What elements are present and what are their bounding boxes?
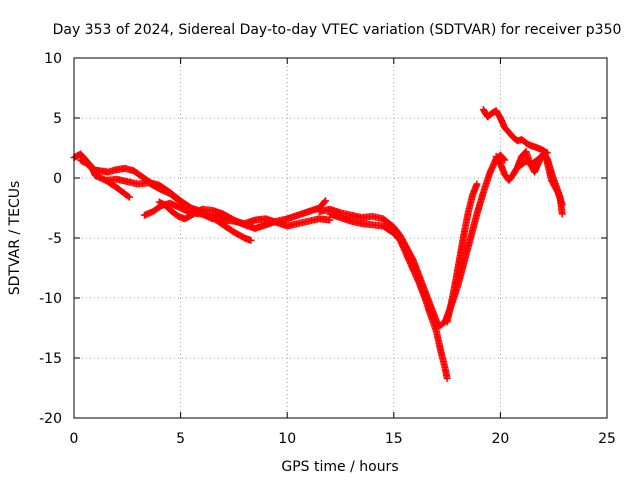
x-tick-label: 10 — [278, 431, 296, 447]
data-point-marker — [124, 192, 132, 200]
x-tick-label: 20 — [491, 431, 509, 447]
data-point-marker — [501, 156, 509, 164]
data-point-marker — [473, 180, 481, 188]
grid-lines — [74, 58, 607, 418]
y-tick-label: 0 — [53, 171, 62, 187]
data-point-marker — [443, 374, 451, 382]
y-tick-label: -5 — [48, 231, 62, 247]
data-point-marker — [326, 216, 334, 224]
y-axis-label: SDTVAR / TECUs — [7, 181, 23, 296]
data-point-marker — [247, 236, 255, 244]
data-point-marker — [558, 210, 566, 218]
x-tick-label: 25 — [598, 431, 616, 447]
data-points — [70, 106, 566, 382]
y-tick-label: 10 — [44, 51, 62, 67]
data-point-marker — [322, 197, 330, 205]
x-axis-ticks: 0 5 10 15 20 25 — [70, 58, 616, 447]
y-tick-label: -15 — [39, 351, 62, 367]
data-point-marker — [558, 200, 566, 208]
plot-frame — [73, 57, 608, 419]
data-point-marker — [125, 193, 133, 201]
x-axis-label: GPS time / hours — [281, 459, 398, 475]
x-tick-label: 0 — [70, 431, 79, 447]
y-tick-label: -20 — [39, 411, 62, 427]
chart-title: Day 353 of 2024, Sidereal Day-to-day VTE… — [53, 22, 622, 38]
y-axis-ticks: -20 -15 -10 -5 0 5 10 — [39, 51, 607, 427]
y-tick-label: 5 — [53, 111, 62, 127]
x-tick-label: 15 — [385, 431, 403, 447]
data-point-marker — [321, 198, 329, 206]
x-tick-label: 5 — [176, 431, 185, 447]
y-tick-label: -10 — [39, 291, 62, 307]
data-point-marker — [500, 155, 508, 163]
